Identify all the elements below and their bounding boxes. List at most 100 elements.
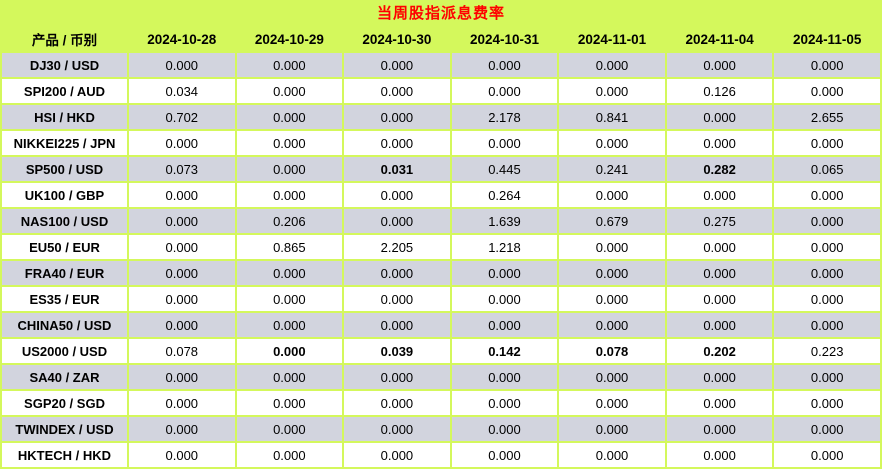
product-label: UK100 / GBP [0, 181, 129, 209]
fee-value-cell: 0.000 [772, 389, 882, 417]
fee-value-cell: 0.000 [127, 51, 237, 79]
table-row: SGP20 / SGD 0.000 0.000 0.000 0.000 0.000 0.00… [0, 389, 882, 417]
product-label: SP500 / USD [0, 155, 129, 183]
fee-value-cell: 0.000 [664, 441, 775, 469]
product-label: US2000 / USD [0, 337, 129, 365]
fee-value-cell: 0.000 [342, 441, 452, 469]
fee-value-cell: 0.000 [449, 259, 560, 287]
product-label: EU50 / EUR [0, 233, 129, 261]
product-label: SGP20 / SGD [0, 389, 129, 417]
fee-value-cell: 0.000 [342, 285, 452, 313]
fee-value-cell: 0.065 [772, 155, 882, 183]
product-label: FRA40 / EUR [0, 259, 129, 287]
dividend-fee-table: 产品 / 币别 2024-10-28 2024-10-29 2024-10-30 202… [0, 25, 882, 469]
fee-value-cell: 0.000 [664, 389, 775, 417]
fee-value-cell: 0.000 [127, 311, 237, 339]
fee-value-cell: 0.000 [772, 77, 882, 105]
fee-value-cell: 0.000 [127, 415, 237, 443]
fee-value-cell: 0.679 [557, 207, 667, 235]
fee-value-cell: 0.000 [342, 363, 452, 391]
fee-value-cell: 0.000 [557, 311, 667, 339]
fee-value-cell: 0.000 [127, 389, 237, 417]
fee-value-cell: 0.000 [557, 77, 667, 105]
fee-value-cell: 1.218 [449, 233, 560, 261]
table-row: US2000 / USD 0.078 0.000 0.039 0.142 0.078 0.2… [0, 337, 882, 365]
fee-value-cell: 0.000 [664, 363, 775, 391]
table-row: SPI200 / AUD 0.034 0.000 0.000 0.000 0.000 0.1… [0, 77, 882, 105]
fee-value-cell: 1.639 [449, 207, 560, 235]
fee-value-cell: 0.000 [342, 259, 452, 287]
fee-value-cell: 0.000 [557, 259, 667, 287]
table-row: HKTECH / HKD 0.000 0.000 0.000 0.000 0.000 0.0… [0, 441, 882, 469]
fee-value-cell: 0.000 [664, 259, 775, 287]
fee-value-cell: 0.000 [664, 103, 775, 131]
product-label: HSI / HKD [0, 103, 129, 131]
fee-value-cell: 2.178 [449, 103, 560, 131]
fee-value-cell: 0.000 [557, 389, 667, 417]
page-title: 当周股指派息费率 [376, 5, 505, 22]
fee-value-cell: 0.000 [234, 363, 345, 391]
fee-value-cell: 0.078 [127, 337, 237, 365]
table-row: FRA40 / EUR 0.000 0.000 0.000 0.000 0.000 0.00… [0, 259, 882, 287]
fee-value-cell: 0.000 [772, 233, 882, 261]
fee-value-cell: 0.000 [449, 363, 560, 391]
product-label: NIKKEI225 / JPN [0, 129, 129, 157]
fee-value-cell: 0.000 [557, 441, 667, 469]
fee-value-cell: 0.000 [557, 51, 667, 79]
fee-value-cell: 0.000 [127, 259, 237, 287]
product-label: DJ30 / USD [0, 51, 129, 79]
fee-value-cell: 0.000 [234, 285, 345, 313]
product-label: NAS100 / USD [0, 207, 129, 235]
fee-value-cell: 0.000 [449, 441, 560, 469]
fee-value-cell: 0.000 [127, 207, 237, 235]
fee-value-cell: 0.000 [449, 389, 560, 417]
table-row: EU50 / EUR 0.000 0.865 2.205 1.218 0.000 0.000… [0, 233, 882, 261]
table-row: HSI / HKD 0.702 0.000 0.000 2.178 0.841 0.000 2… [0, 103, 882, 131]
fee-value-cell: 0.000 [234, 155, 345, 183]
fee-value-cell: 0.000 [449, 285, 560, 313]
fee-value-cell: 0.000 [234, 337, 345, 365]
date-column-header: 2024-10-28 [127, 25, 237, 53]
fee-value-cell: 0.000 [234, 311, 345, 339]
fee-value-cell: 0.000 [234, 103, 345, 131]
fee-value-cell: 0.000 [449, 77, 560, 105]
fee-value-cell: 0.445 [449, 155, 560, 183]
fee-value-cell: 0.000 [664, 233, 775, 261]
fee-value-cell: 0.039 [342, 337, 452, 365]
fee-value-cell: 0.000 [449, 129, 560, 157]
fee-value-cell: 0.000 [557, 285, 667, 313]
product-label: ES35 / EUR [0, 285, 129, 313]
fee-value-cell: 0.000 [449, 415, 560, 443]
fee-value-cell: 0.000 [664, 51, 775, 79]
fee-value-cell: 0.000 [772, 207, 882, 235]
fee-value-cell: 0.000 [342, 415, 452, 443]
date-column-header: 2024-10-29 [234, 25, 345, 53]
fee-value-cell: 0.000 [664, 181, 775, 209]
fee-value-cell: 0.000 [772, 311, 882, 339]
fee-value-cell: 0.282 [664, 155, 775, 183]
fee-value-cell: 0.000 [342, 77, 452, 105]
table-header: 产品 / 币别 2024-10-28 2024-10-29 2024-10-30 202… [0, 25, 882, 53]
fee-value-cell: 0.000 [557, 363, 667, 391]
table-row: NAS100 / USD 0.000 0.206 0.000 1.639 0.679 0.2… [0, 207, 882, 235]
date-column-header: 2024-10-31 [449, 25, 560, 53]
product-label: CHINA50 / USD [0, 311, 129, 339]
fee-value-cell: 0.000 [664, 285, 775, 313]
table-row: DJ30 / USD 0.000 0.000 0.000 0.000 0.000 0.000… [0, 51, 882, 79]
fee-value-cell: 0.000 [449, 51, 560, 79]
fee-value-cell: 0.000 [234, 181, 345, 209]
fee-value-cell: 0.275 [664, 207, 775, 235]
product-label: TWINDEX / USD [0, 415, 129, 443]
fee-value-cell: 0.000 [127, 363, 237, 391]
fee-value-cell: 0.000 [772, 181, 882, 209]
product-label: SPI200 / AUD [0, 77, 129, 105]
fee-value-cell: 0.000 [127, 181, 237, 209]
fee-value-cell: 0.000 [234, 389, 345, 417]
table-row: ES35 / EUR 0.000 0.000 0.000 0.000 0.000 0.000… [0, 285, 882, 313]
fee-value-cell: 0.034 [127, 77, 237, 105]
table-row: SA40 / ZAR 0.000 0.000 0.000 0.000 0.000 0.000… [0, 363, 882, 391]
product-label: HKTECH / HKD [0, 441, 129, 469]
fee-value-cell: 0.206 [234, 207, 345, 235]
fee-value-cell: 0.000 [234, 129, 345, 157]
